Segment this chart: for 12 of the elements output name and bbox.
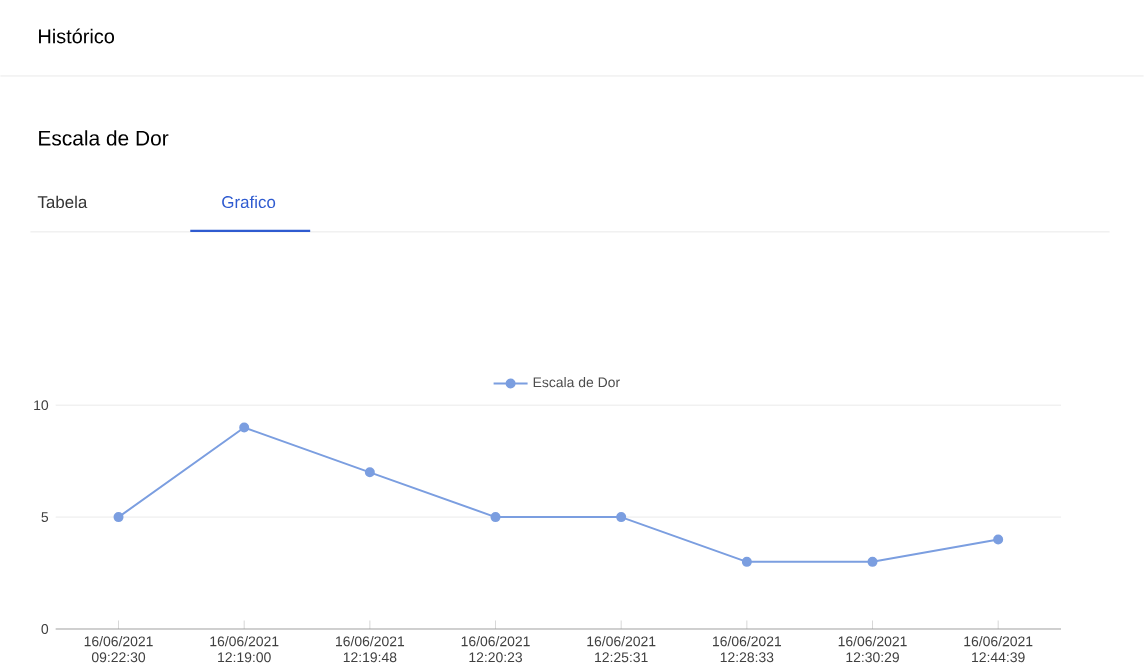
- point: [741, 557, 752, 568]
- chart-title: Histórico: [39, 28, 115, 44]
- point: [993, 534, 1004, 545]
- point: [867, 557, 878, 568]
- point: [490, 512, 501, 523]
- text: Tabela: [37, 195, 88, 209]
- chart-subtitle: Escala de Dor: [39, 130, 169, 146]
- point: [113, 512, 124, 523]
- point: [364, 467, 375, 478]
- point: [239, 422, 250, 433]
- text: Grafico: [222, 195, 276, 209]
- point: [616, 512, 627, 523]
